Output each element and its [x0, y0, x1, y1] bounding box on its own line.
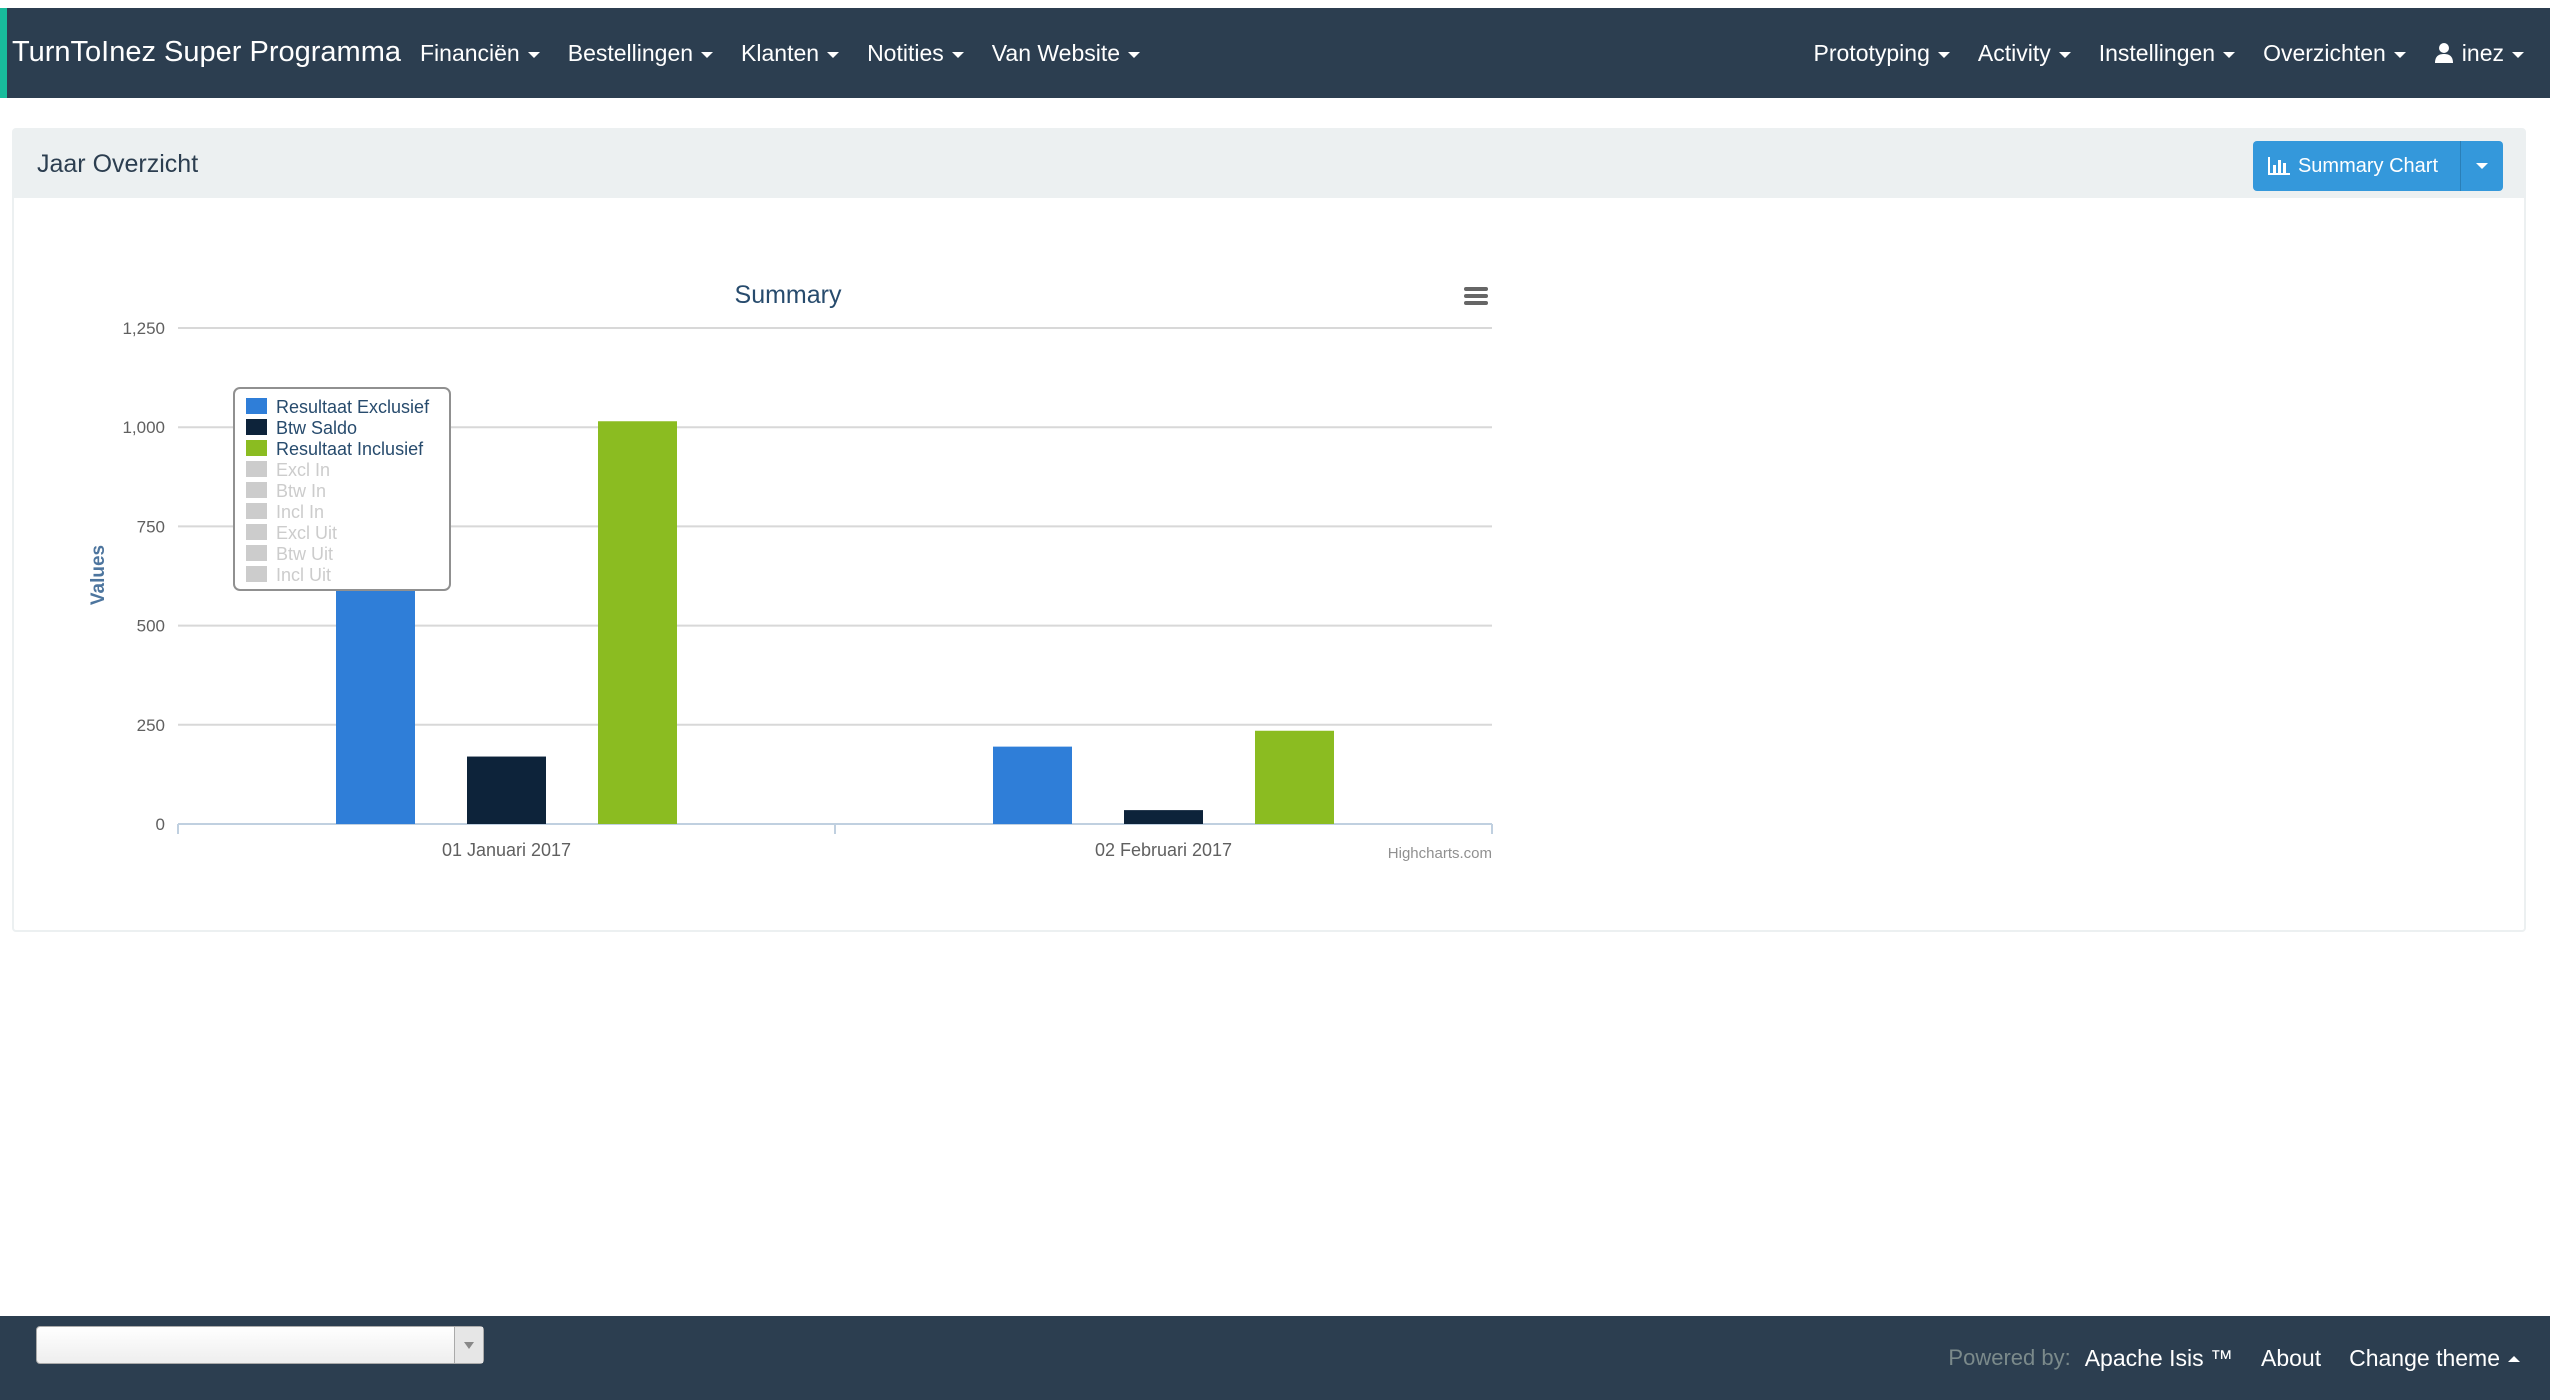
legend-swatch[interactable]	[246, 398, 267, 414]
y-tick-label: 1,000	[122, 418, 165, 437]
brand-title[interactable]: TurnToInez Super Programma	[12, 36, 401, 68]
legend-swatch[interactable]	[246, 482, 267, 498]
menu-notities-label: Notities	[867, 39, 944, 66]
hamburger-menu-icon[interactable]	[1464, 287, 1488, 305]
panel-title: Jaar Overzicht	[37, 150, 199, 178]
menu-financien[interactable]: Financiën	[406, 8, 554, 98]
footer: Powered by: Apache Isis ™ About Change t…	[0, 1316, 2550, 1400]
x-tick-label: 02 Februari 2017	[1095, 840, 1232, 860]
legend-item[interactable]: Incl In	[276, 502, 324, 522]
chevron-down-icon	[951, 51, 964, 58]
legend-item[interactable]: Btw Saldo	[276, 418, 357, 438]
chevron-down-icon	[701, 51, 714, 58]
menu-instellingen-label: Instellingen	[2098, 39, 2216, 66]
chevron-down-icon	[2058, 51, 2071, 58]
change-theme-label: Change theme	[2349, 1344, 2500, 1371]
bar	[598, 421, 677, 824]
hamburger-line	[1464, 301, 1488, 305]
chevron-down-icon	[527, 51, 540, 58]
legend-swatch[interactable]	[246, 419, 267, 435]
chevron-down-icon	[1937, 51, 1950, 58]
y-tick-label: 1,250	[122, 319, 165, 338]
about-link[interactable]: About	[2261, 1344, 2322, 1371]
user-menu[interactable]: inez	[2420, 8, 2538, 98]
chevron-down-icon	[2476, 163, 2488, 169]
chevron-down-icon	[2512, 51, 2524, 58]
chevron-up-icon	[2508, 1356, 2520, 1363]
y-tick-label: 750	[137, 517, 165, 536]
top-navbar: TurnToInez Super Programma Financiën Bes…	[0, 8, 2550, 98]
menu-klanten-label: Klanten	[741, 39, 820, 66]
x-tick-label: 01 Januari 2017	[442, 840, 571, 860]
y-tick-label: 0	[156, 815, 165, 834]
menu-prototyping[interactable]: Prototyping	[1800, 8, 1964, 98]
menu-financien-label: Financiën	[420, 39, 520, 66]
legend-swatch[interactable]	[246, 545, 267, 561]
summary-chart-button[interactable]: Summary Chart	[2252, 141, 2460, 191]
theme-select[interactable]	[36, 1326, 484, 1364]
legend-box	[233, 387, 451, 591]
menu-activity[interactable]: Activity	[1964, 8, 2085, 98]
bar-chart-icon	[2267, 157, 2290, 175]
menu-overzichten[interactable]: Overzichten	[2249, 8, 2420, 98]
y-tick-label: 250	[137, 716, 165, 735]
panel-heading: Jaar Overzicht Summary Chart	[14, 130, 2524, 198]
powered-by-label: Powered by:	[1948, 1345, 2071, 1370]
y-tick-label: 500	[137, 617, 165, 636]
menu-bestellingen-label: Bestellingen	[567, 39, 694, 66]
legend-item[interactable]: Resultaat Exclusief	[276, 397, 430, 417]
legend-item[interactable]: Incl Uit	[276, 565, 331, 585]
legend-swatch[interactable]	[246, 461, 267, 477]
menu-bestellingen[interactable]: Bestellingen	[554, 8, 727, 98]
bar	[467, 756, 546, 824]
summary-chart-button-group: Summary Chart	[2252, 141, 2503, 191]
chevron-down-icon	[2223, 51, 2236, 58]
navbar-accent-strip	[0, 8, 7, 98]
menu-instellingen[interactable]: Instellingen	[2085, 8, 2249, 98]
hamburger-line	[1464, 287, 1488, 291]
legend-item[interactable]: Excl In	[276, 460, 330, 480]
chevron-down-icon	[827, 51, 840, 58]
legend-swatch[interactable]	[246, 566, 267, 582]
legend-item[interactable]: Btw In	[276, 481, 326, 501]
legend-swatch[interactable]	[246, 524, 267, 540]
change-theme-link[interactable]: Change theme	[2349, 1345, 2520, 1372]
legend-item[interactable]: Resultaat Inclusief	[276, 439, 424, 459]
menu-prototyping-label: Prototyping	[1813, 39, 1930, 66]
user-icon	[2434, 43, 2453, 63]
bar	[1124, 810, 1203, 824]
menu-notities[interactable]: Notities	[853, 8, 978, 98]
legend-item[interactable]: Btw Uit	[276, 544, 333, 564]
chevron-down-icon	[2393, 51, 2406, 58]
menu-activity-label: Activity	[1977, 39, 2051, 66]
apache-isis-link[interactable]: Apache Isis ™	[2084, 1344, 2233, 1371]
legend-item[interactable]: Excl Uit	[276, 523, 337, 543]
footer-links: Powered by: Apache Isis ™ About Change t…	[1948, 1316, 2534, 1400]
chart-title: Summary	[735, 281, 842, 309]
menu-klanten[interactable]: Klanten	[727, 8, 853, 98]
menu-overzichten-label: Overzichten	[2263, 39, 2386, 66]
menu-van-website[interactable]: Van Website	[978, 8, 1154, 98]
bar	[993, 746, 1072, 824]
chart-credits: Highcharts.com	[1388, 845, 1492, 862]
chevron-down-icon[interactable]	[454, 1327, 483, 1363]
summary-chart-dropdown-toggle[interactable]	[2460, 141, 2503, 191]
menu-van-website-label: Van Website	[991, 39, 1121, 66]
nav-right-menus: Prototyping Activity Instellingen Overzi…	[1800, 8, 2538, 98]
nav-left-menus: Financiën Bestellingen Klanten Notities …	[406, 8, 1154, 98]
chevron-down-icon	[1128, 51, 1141, 58]
hamburger-line	[1464, 294, 1488, 298]
summary-chart-button-label: Summary Chart	[2297, 154, 2438, 177]
bar	[1255, 730, 1334, 824]
legend-swatch[interactable]	[246, 503, 267, 519]
user-menu-label: inez	[2461, 39, 2504, 66]
legend-swatch[interactable]	[246, 440, 267, 456]
y-axis-label: Values	[88, 545, 109, 605]
